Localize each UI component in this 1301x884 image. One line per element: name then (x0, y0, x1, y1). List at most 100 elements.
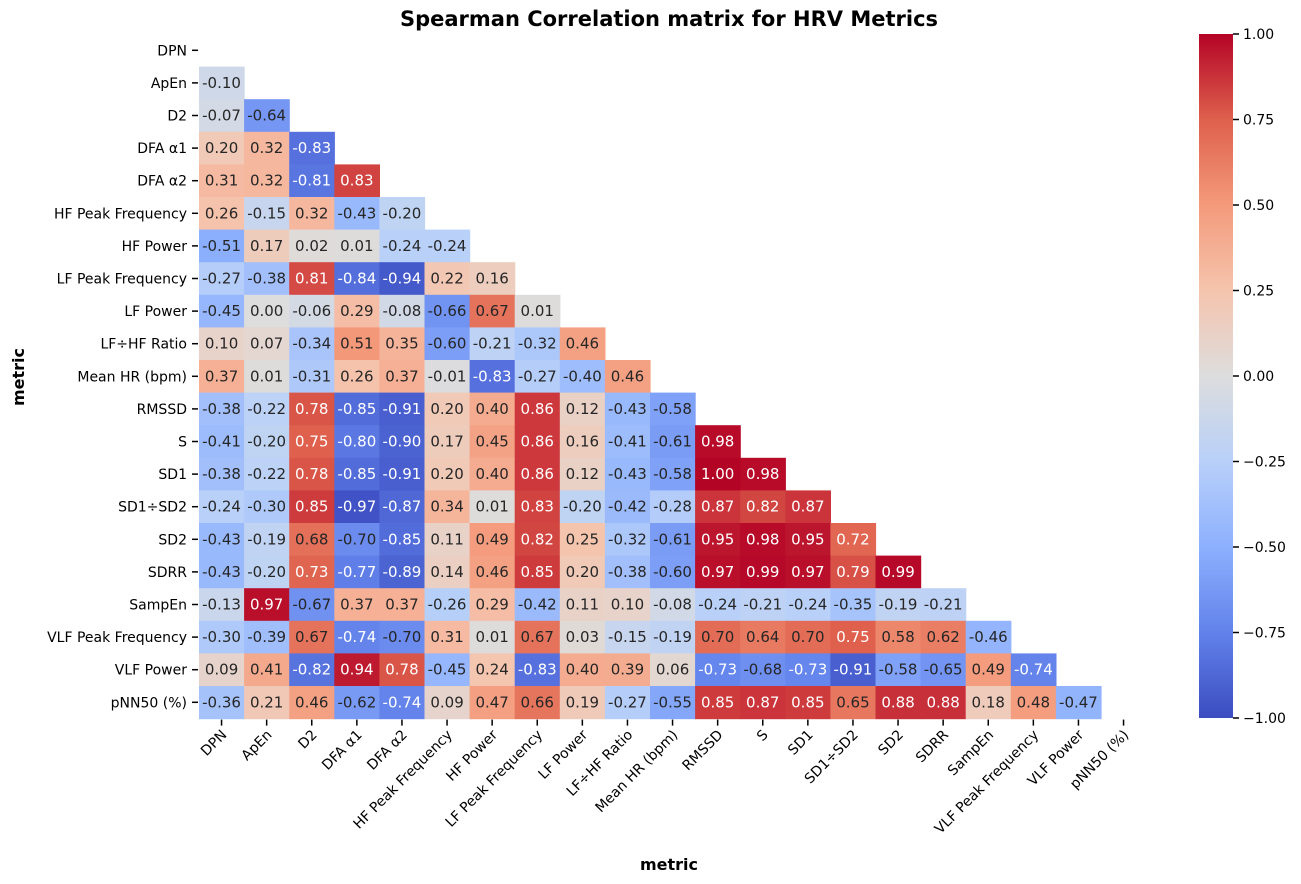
heatmap-cell-value: 0.26 (340, 367, 373, 385)
heatmap-cell (469, 490, 516, 524)
heatmap-cell (244, 653, 290, 687)
heatmap-cell-value: -0.35 (834, 596, 873, 614)
y-tick-label: RMSSD (137, 402, 187, 418)
heatmap-cell-value: -0.20 (247, 563, 286, 581)
x-tick-label: ApEn (239, 727, 276, 764)
heatmap-cell-value: -0.34 (292, 335, 331, 353)
heatmap-cell-value: -0.40 (563, 367, 602, 385)
heatmap-cell (559, 555, 606, 589)
heatmap-cell (244, 686, 290, 720)
heatmap-cell-value: 0.85 (701, 693, 734, 711)
heatmap-cell-value: 0.18 (972, 693, 1005, 711)
x-tick-label: DPN (198, 727, 230, 759)
heatmap-cell (379, 555, 426, 589)
heatmap-cell (379, 653, 426, 687)
heatmap-cell (830, 686, 877, 720)
heatmap-cell (289, 457, 335, 491)
heatmap-cell-value: -0.51 (202, 237, 241, 255)
heatmap-cell (379, 392, 426, 426)
heatmap-cell-value: 0.10 (611, 596, 644, 614)
heatmap-cell-value: 0.11 (566, 596, 599, 614)
heatmap-cell (199, 294, 245, 328)
heatmap-cell-value: 0.81 (295, 270, 328, 288)
heatmap-cell-value: -0.62 (337, 693, 376, 711)
y-tick-label: SD2 (158, 532, 187, 548)
heatmap-cell-value: 0.82 (521, 530, 554, 548)
heatmap-cell-value: 0.66 (521, 693, 554, 711)
heatmap-cell (244, 620, 290, 654)
heatmap-cell (289, 262, 335, 296)
heatmap-cell (244, 164, 290, 198)
heatmap-cell (514, 392, 561, 426)
heatmap-cell-value: 0.21 (250, 693, 283, 711)
x-tick-label: D2 (295, 727, 320, 752)
heatmap-cell (244, 197, 290, 231)
heatmap-cell-value: -0.21 (473, 335, 512, 353)
heatmap-cell (650, 457, 696, 491)
heatmap-cell (650, 686, 696, 720)
heatmap-cell (469, 523, 516, 557)
chart-title: Spearman Correlation matrix for HRV Metr… (400, 7, 938, 31)
y-tick-label: VLF Power (115, 663, 187, 679)
heatmap-cell-value: 0.78 (385, 661, 418, 679)
heatmap-cell-value: -0.30 (247, 498, 286, 516)
heatmap-cell-value: 0.97 (791, 563, 824, 581)
heatmap-cell-value: -0.67 (292, 596, 331, 614)
heatmap-cell (244, 360, 290, 394)
heatmap-cell (469, 588, 516, 622)
heatmap-cell (424, 262, 471, 296)
heatmap-cell (244, 392, 290, 426)
heatmap-cell-value: 0.51 (340, 335, 373, 353)
heatmap-cell-value: -0.70 (337, 530, 376, 548)
heatmap-cell-value: -0.08 (653, 596, 692, 614)
heatmap-cell-value: -0.19 (247, 530, 286, 548)
heatmap-cell (559, 523, 606, 557)
heatmap-cell (289, 620, 335, 654)
heatmap-cell-value: 0.99 (746, 563, 779, 581)
heatmap-cell (334, 164, 380, 198)
heatmap-cell (199, 197, 245, 231)
heatmap-cell-value: -0.91 (383, 400, 422, 418)
heatmap-cell-value: -0.43 (608, 400, 647, 418)
heatmap-cell (469, 425, 516, 459)
heatmap-cell-value: -0.21 (924, 596, 963, 614)
heatmap-cell (1010, 686, 1057, 720)
heatmap-cell-value: -0.24 (383, 237, 422, 255)
heatmap-cell-value: 0.49 (475, 530, 508, 548)
heatmap-cell-value: -0.85 (337, 400, 376, 418)
heatmap-cell-value: 0.01 (250, 367, 283, 385)
heatmap-cell (650, 490, 696, 524)
heatmap-cell-value: 0.37 (340, 596, 373, 614)
heatmap-cell-value: -0.61 (653, 433, 692, 451)
heatmap-cell (199, 490, 245, 524)
heatmap-cell (244, 262, 290, 296)
heatmap-cell-value: -0.77 (337, 563, 376, 581)
colorbar: 1.00 0.75 0.50 0.25 0.00 −0.25 −0.50 −0.75 −1.00 (1199, 27, 1286, 727)
heatmap-cell-value: 0.98 (746, 530, 779, 548)
y-tick-label: SampEn (129, 598, 187, 614)
heatmap-cell (920, 686, 967, 720)
heatmap-cell (334, 294, 380, 328)
heatmap-cell (875, 588, 922, 622)
colorbar-tick-label: 1.00 (1243, 27, 1274, 43)
heatmap-cell-value: -0.70 (383, 628, 422, 646)
heatmap-cell-value: -0.32 (608, 530, 647, 548)
colorbar-tick-label: 0.50 (1243, 198, 1274, 214)
heatmap-cell (559, 588, 606, 622)
heatmap-cell (695, 588, 741, 622)
heatmap-cell-value: -0.61 (653, 530, 692, 548)
heatmap-cell-value: -0.15 (608, 628, 647, 646)
heatmap-cell-value: -0.74 (1014, 661, 1053, 679)
heatmap-cell-value: -0.24 (202, 498, 241, 516)
heatmap-cell (199, 99, 245, 133)
heatmap-cell (875, 555, 922, 589)
x-tick-label: SD2 (875, 727, 907, 759)
heatmap-cell-value: -0.74 (337, 628, 376, 646)
heatmap-cell-value: 0.16 (566, 433, 599, 451)
heatmap-cell-value: -0.80 (337, 433, 376, 451)
heatmap-cell (875, 686, 922, 720)
heatmap-cell-value: 0.87 (791, 498, 824, 516)
heatmap-cell (289, 131, 335, 165)
y-tick-label: SD1 (158, 467, 187, 483)
heatmap-cell (334, 425, 380, 459)
